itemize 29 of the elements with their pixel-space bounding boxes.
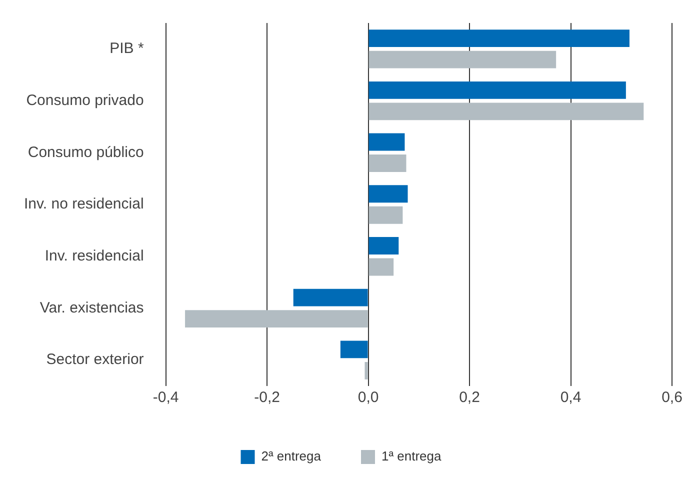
y-tick-label: PIB * [110,40,144,58]
y-tick-label: Consumo público [28,144,144,161]
bar [293,288,368,306]
bar [368,206,403,224]
x-tick-label: 0,6 [662,389,682,406]
y-tick-label: Inv. residencial [44,248,144,264]
bar [368,81,626,99]
bar [185,310,368,328]
bar [368,185,408,203]
y-tick-label: Sector exterior [46,351,144,368]
bar [368,237,399,254]
bar [368,50,556,68]
x-tick-label: -0,4 [152,389,179,406]
y-tick-label: Var. existencias [40,299,144,316]
legend-label: 1ª entrega [382,448,442,464]
bar [340,340,368,358]
x-tick-label: 0,4 [560,389,582,406]
y-tick-label: Consumo privado [26,92,144,109]
bar [364,362,368,380]
x-tick-label: 0,2 [459,389,480,406]
bar [368,258,394,276]
bar [368,154,406,172]
x-tick-label: -0,2 [254,389,280,406]
bar [368,133,405,151]
y-tick-label: Inv. no residencial [24,196,144,213]
x-tick-label: 0,0 [358,389,379,406]
legend-label: 2ª entrega [261,448,322,464]
bar [368,30,630,48]
bar [368,102,644,120]
